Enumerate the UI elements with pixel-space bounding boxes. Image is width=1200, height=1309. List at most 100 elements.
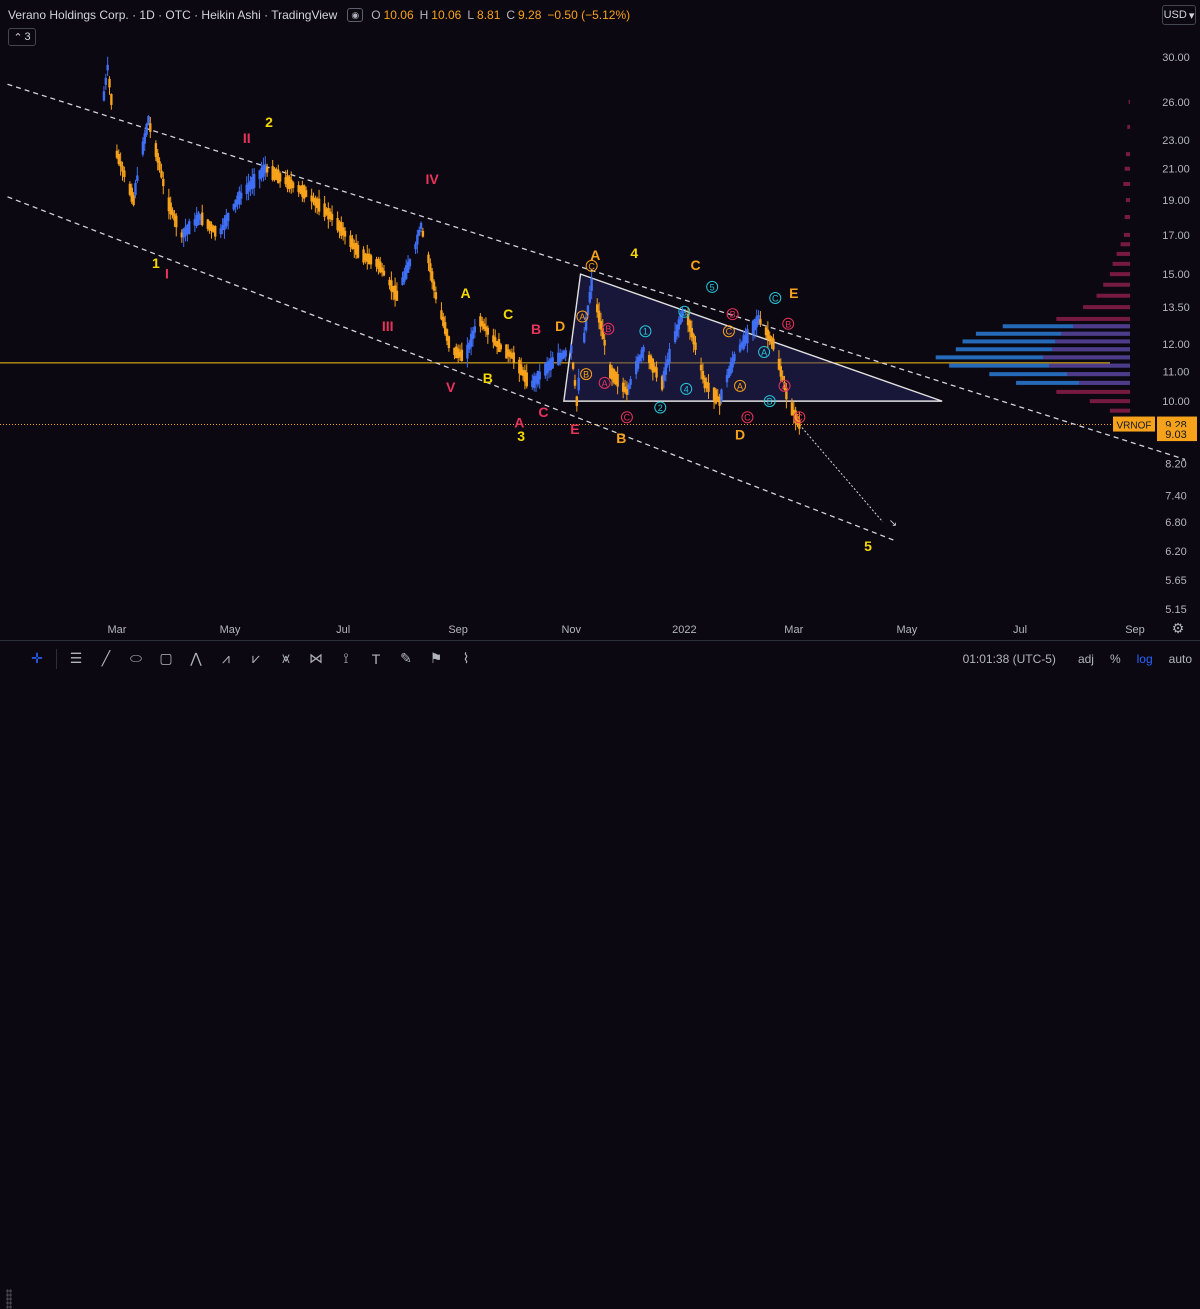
candle <box>740 342 744 348</box>
rectangle-icon[interactable]: ▢ <box>159 650 173 666</box>
text-icon[interactable]: T <box>371 650 381 667</box>
candle <box>625 388 629 395</box>
ohlc-values: O 10.06 H 10.06 L 8.81 C 9.28 −0.50 (−5.12%) <box>371 8 636 22</box>
wave-label: E <box>570 421 579 437</box>
candle <box>401 277 404 285</box>
ruler-icon[interactable]: ⌇ <box>462 650 470 666</box>
wave-circle-label: 4 <box>684 384 689 394</box>
candle <box>251 176 254 190</box>
candle <box>792 409 795 416</box>
candle <box>147 116 150 125</box>
candle <box>482 323 486 330</box>
candle <box>364 253 367 261</box>
candle <box>725 374 729 383</box>
candle <box>354 242 358 255</box>
candle <box>456 348 460 359</box>
measure-icon[interactable]: ⟟ <box>343 650 349 666</box>
x-tick-label: Sep <box>448 624 468 636</box>
wave-label: 1 <box>152 255 160 271</box>
candle <box>703 377 706 389</box>
volume-profile-bar <box>1067 372 1130 377</box>
adj-toggle[interactable]: adj <box>1077 651 1094 666</box>
candle <box>440 310 443 320</box>
crosshair-icon[interactable]: ✛ <box>31 650 43 666</box>
currency-select[interactable]: USD ▾ <box>1162 5 1196 25</box>
wave-circle-marker <box>778 379 791 392</box>
candle <box>571 362 575 369</box>
ellipse-icon[interactable]: ⬭ <box>130 650 142 666</box>
pattern-icon[interactable]: ⋈ <box>309 650 323 666</box>
wave-circle-marker <box>620 411 633 424</box>
candle <box>290 179 293 189</box>
candle <box>759 319 762 325</box>
wave-label: D <box>555 318 565 334</box>
y-tick-label: 5.65 <box>1165 575 1186 587</box>
auto-toggle[interactable]: auto <box>1168 651 1192 666</box>
candle <box>583 332 586 343</box>
elliott-triangle-icon[interactable]: ⩙ <box>282 650 290 666</box>
candle <box>162 178 165 187</box>
percent-toggle[interactable]: % <box>1109 651 1121 666</box>
toolbar-grip-icon[interactable] <box>6 1289 12 1309</box>
candle <box>707 382 710 392</box>
candle <box>210 224 213 232</box>
x-tick-label: Jul <box>1013 624 1027 636</box>
candle <box>121 165 124 172</box>
candle <box>532 375 536 388</box>
candle <box>523 370 527 383</box>
candle <box>169 202 172 215</box>
y-tick-label: 26.00 <box>1162 97 1190 109</box>
candle <box>492 335 495 343</box>
candle <box>647 354 651 364</box>
flag-icon[interactable]: ⚑ <box>429 650 443 666</box>
candle <box>188 221 191 235</box>
wave-label: V <box>446 379 456 395</box>
symbol-title[interactable]: Verano Holdings Corp. · 1D · OTC · Heiki… <box>8 8 338 22</box>
clock[interactable]: 01:01:38 (UTC-5) <box>962 651 1056 666</box>
candle <box>664 363 668 375</box>
candle <box>781 376 784 381</box>
price-chart[interactable]: 30.00 26.00 23.00 21.00 19.00 17.00 15.00 13.50… <box>0 0 1200 640</box>
volume-profile-bar <box>1109 272 1130 277</box>
elliott-impulse-icon[interactable]: ⩘ <box>222 650 230 666</box>
candle <box>673 331 677 343</box>
candle <box>653 366 656 372</box>
wave-label: III <box>382 318 394 334</box>
ohlc-item: L 8.81 <box>467 8 503 22</box>
candle <box>531 380 534 387</box>
trend-lines-icon[interactable]: ☰ <box>69 650 83 666</box>
line-icon[interactable]: ╱ <box>101 650 111 666</box>
settings-gear-icon[interactable]: ⚙ <box>1172 620 1185 636</box>
volume-profile-bar <box>1061 331 1130 336</box>
collapse-indicators-button[interactable]: ⌃ 3 <box>8 28 36 46</box>
wave-label: 4 <box>630 245 638 261</box>
candle <box>149 123 152 132</box>
wave-label: IV <box>426 171 440 187</box>
log-toggle[interactable]: log <box>1136 651 1153 666</box>
path-icon[interactable]: ⋀ <box>190 650 202 666</box>
candle <box>629 378 632 385</box>
wave-circle-label: B <box>767 397 773 407</box>
eye-icon[interactable]: ◉ <box>347 8 364 22</box>
candle <box>675 324 679 337</box>
candle <box>110 94 113 105</box>
ohlc-item: H 10.06 <box>420 8 465 22</box>
candle <box>430 271 434 283</box>
candle <box>214 226 217 237</box>
elliott-correction-icon[interactable]: ⩗ <box>252 650 260 666</box>
wave-circle-marker <box>602 322 615 335</box>
chevron-up-icon: ⌃ <box>13 31 23 44</box>
candle <box>621 382 625 392</box>
candle <box>798 420 801 429</box>
wave-circle-label: C <box>796 413 803 423</box>
volume-profile-bar <box>1073 324 1130 329</box>
wave-circle-label: B <box>605 324 611 334</box>
candle <box>536 370 540 385</box>
x-tick-label: 2022 <box>672 624 696 636</box>
candle <box>327 207 330 220</box>
candle <box>599 320 603 330</box>
brush-icon[interactable]: ✎ <box>400 650 412 666</box>
volume-profile-bar <box>1116 251 1130 256</box>
wave-circle-marker <box>706 280 719 293</box>
candle <box>742 335 745 349</box>
